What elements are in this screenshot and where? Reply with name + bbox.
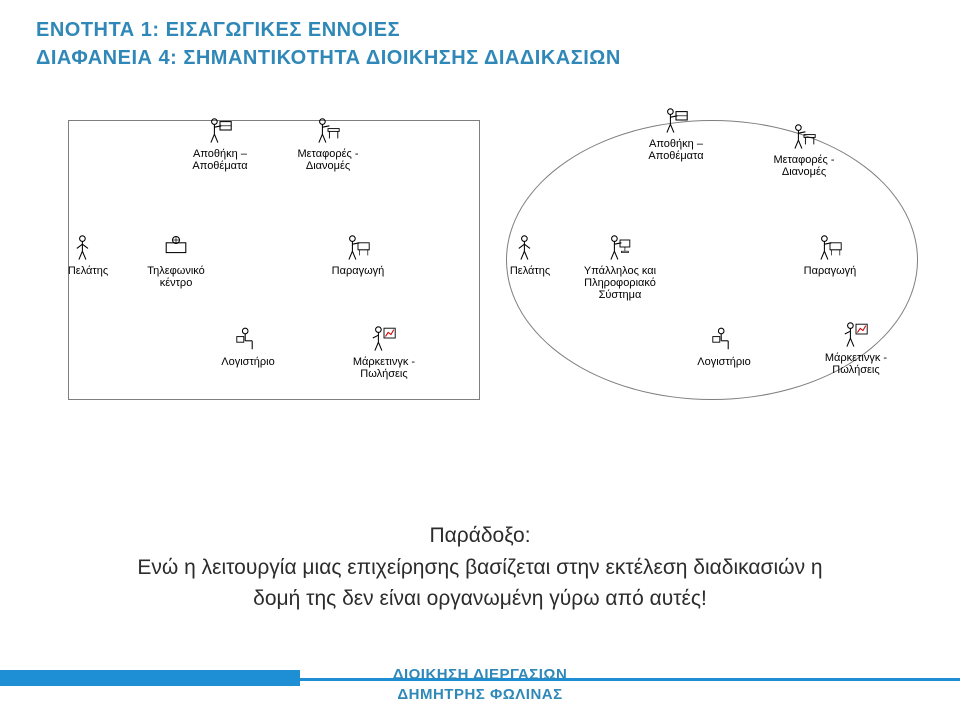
right-production-icon (816, 233, 844, 261)
right-customer-label: Πελάτης (486, 265, 574, 277)
slide-header: ΕΝΟΤΗΤΑ 1: ΕΙΣΑΓΩΓΙΚΕΣ ΕΝΝΟΙΕΣ ΔΙΑΦΑΝΕΙΑ… (0, 0, 960, 80)
left-callcenter-icon (162, 233, 190, 261)
left-production-icon (344, 233, 372, 261)
left-customer-label: Πελάτης (44, 265, 132, 277)
header-line1: ΕΝΟΤΗΤΑ 1: ΕΙΣΑΓΩΓΙΚΕΣ ΕΝΝΟΙΕΣ (36, 16, 940, 44)
footer-line1: ΔΙΟΙΚΗΣΗ ΔΙΕΡΓΑΣΙΩΝ (0, 665, 960, 685)
left-marketing-label: Μάρκετινγκ - Πωλήσεις (340, 356, 428, 380)
left-customer-icon (74, 233, 102, 261)
footer-text: ΔΙΟΙΚΗΣΗ ΔΙΕΡΓΑΣΙΩΝ ΔΗΜΗΤΡΗΣ ΦΩΛΙΝΑΣ (0, 665, 960, 704)
left-production-label: Παραγωγή (314, 265, 402, 277)
body-text: Παράδοξο: Ενώ η λειτουργία μιας επιχείρη… (120, 520, 840, 615)
diagram-area: ΠελάτηςΤηλεφωνικό κέντροΑποθήκη – Αποθέμ… (0, 120, 960, 480)
footer-line2: ΔΗΜΗΤΡΗΣ ΦΩΛΙΝΑΣ (0, 685, 960, 705)
right-customer-icon (516, 233, 544, 261)
right-info-label: Υπάλληλος και Πληροφοριακό Σύστημα (576, 265, 664, 301)
right-transport-icon (790, 122, 818, 150)
right-production-label: Παραγωγή (786, 265, 874, 277)
right-accounting-icon (710, 324, 738, 352)
left-accounting-label: Λογιστήριο (204, 356, 292, 368)
right-info-icon (606, 233, 634, 261)
right-marketing-icon (842, 320, 870, 348)
header-line2: ΔΙΑΦΑΝΕΙΑ 4: ΣΗΜΑΝΤΙΚΟΤΗΤΑ ΔΙΟΙΚΗΣΗΣ ΔΙΑ… (36, 44, 940, 72)
body-line2: Ενώ η λειτουργία μιας επιχείρησης βασίζε… (120, 552, 840, 615)
right-accounting-label: Λογιστήριο (680, 356, 768, 368)
left-marketing-icon (370, 324, 398, 352)
body-line1: Παράδοξο: (120, 520, 840, 552)
right-marketing-label: Μάρκετινγκ - Πωλήσεις (812, 352, 900, 376)
right-warehouse-label: Αποθήκη – Αποθέματα (632, 138, 720, 162)
left-callcenter-label: Τηλεφωνικό κέντρο (132, 265, 220, 289)
left-warehouse-icon (206, 116, 234, 144)
left-warehouse-label: Αποθήκη – Αποθέματα (176, 148, 264, 172)
left-transport-icon (314, 116, 342, 144)
left-accounting-icon (234, 324, 262, 352)
right-warehouse-icon (662, 106, 690, 134)
right-transport-label: Μεταφορές - Διανομές (760, 154, 848, 178)
left-transport-label: Μεταφορές - Διανομές (284, 148, 372, 172)
